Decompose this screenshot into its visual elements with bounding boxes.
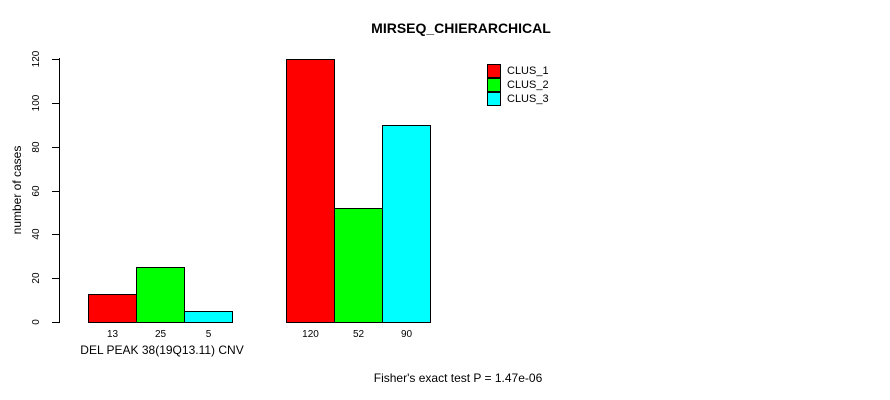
legend-label: CLUS_1 [507, 65, 549, 77]
bar-value-label: 120 [302, 329, 319, 340]
y-axis-tick-label: 120 [31, 50, 42, 68]
legend-swatch-clus-3 [487, 92, 501, 106]
chart-title: MIRSEQ_CHIERARCHICAL [371, 20, 551, 36]
bar-value-label: 13 [106, 329, 119, 340]
y-axis-tick [52, 234, 60, 235]
bar-value-label: 90 [400, 329, 413, 340]
y-axis-tick-label: 0 [31, 319, 42, 325]
y-axis-tick-label: 100 [31, 94, 42, 112]
bar-clus_1 [286, 59, 335, 323]
x-axis-label: DEL PEAK 38(19Q13.11) CNV [80, 343, 244, 357]
y-axis-tick [52, 191, 60, 192]
bar-clus_3 [184, 311, 233, 323]
bar-clus_1 [88, 294, 137, 323]
y-axis-tick [52, 59, 60, 60]
bar-value-label: 5 [205, 329, 212, 340]
y-axis-tick [52, 103, 60, 104]
y-axis-tick-label: 60 [31, 185, 42, 197]
bar-clus_2 [136, 267, 185, 323]
bar-clus_2 [334, 208, 383, 323]
legend-swatch-clus-2 [487, 78, 501, 92]
legend-swatch-clus-1 [487, 64, 501, 78]
legend-label: CLUS_3 [507, 93, 549, 105]
legend-row: CLUS_2 [487, 78, 549, 92]
legend-row: CLUS_1 [487, 64, 549, 78]
y-axis-line [59, 58, 60, 323]
bar-value-label: 52 [352, 329, 365, 340]
y-axis-label: number of cases [10, 145, 24, 235]
legend: CLUS_1 CLUS_2 CLUS_3 [487, 64, 549, 106]
y-axis-tick [52, 278, 60, 279]
bar-value-label: 25 [154, 329, 167, 340]
y-axis-tick-label: 40 [31, 228, 42, 240]
y-axis-tick [52, 322, 60, 323]
legend-row: CLUS_3 [487, 92, 549, 106]
bar-clus_3 [382, 125, 431, 323]
legend-label: CLUS_2 [507, 79, 549, 91]
y-axis-tick-label: 20 [31, 272, 42, 284]
y-axis-tick [52, 147, 60, 148]
annotation-text: Fisher's exact test P = 1.47e-06 [373, 371, 543, 385]
y-axis-tick-label: 80 [31, 141, 42, 153]
